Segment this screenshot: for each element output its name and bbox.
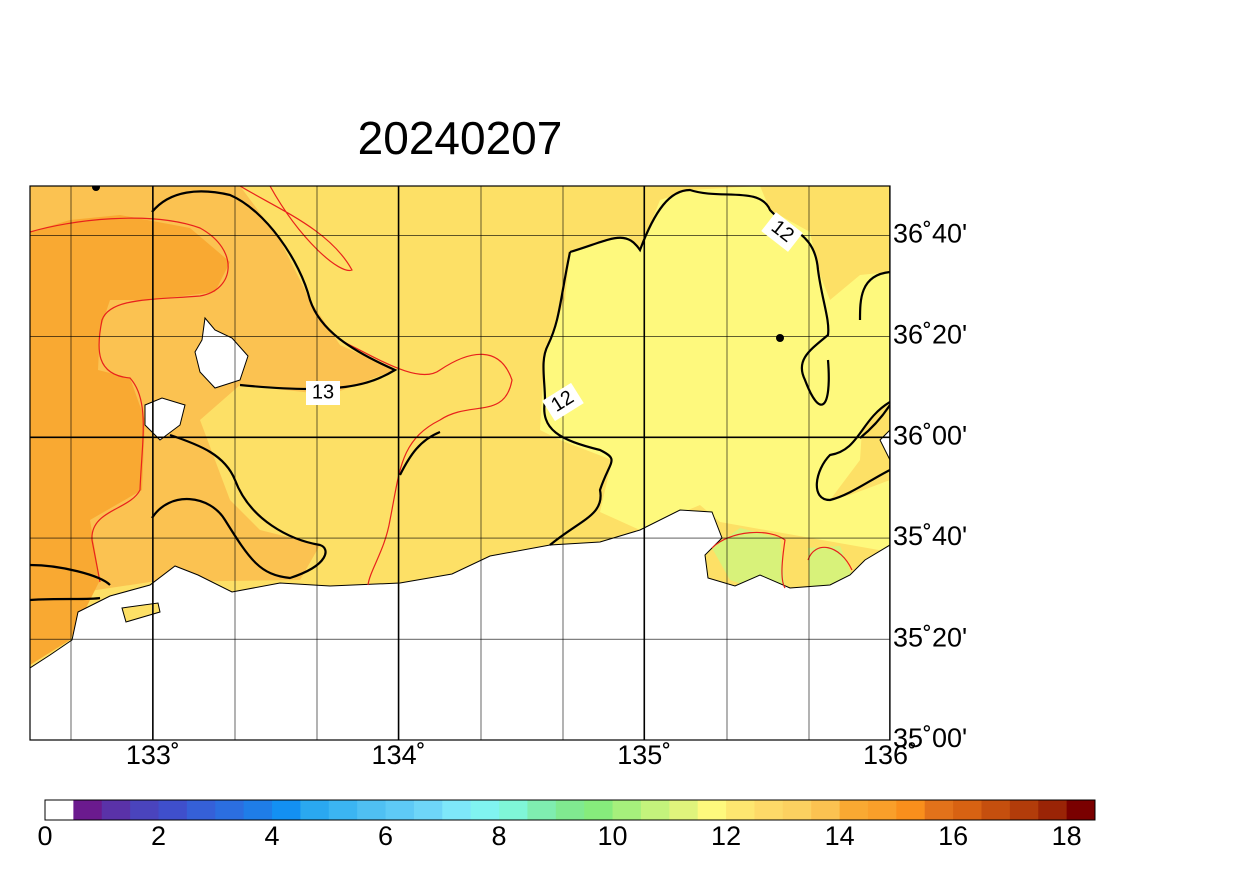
color-swatch [130,800,160,820]
color-swatch [499,800,528,820]
color-swatch [754,800,784,820]
color-swatch [413,800,443,820]
color-swatch [782,800,812,820]
color-swatch [612,800,642,820]
contour-label-text: 13 [312,381,334,403]
color-swatch [924,800,954,820]
color-swatch [300,800,330,820]
color-swatch [1009,800,1039,820]
color-swatch [839,800,869,820]
color-swatch [186,800,216,820]
station [776,334,784,342]
lon-tick-label: 133˚ [126,740,180,770]
colorbar-tick-label: 6 [378,821,393,851]
color-swatch [697,800,727,820]
land [30,509,890,740]
color-swatch [470,800,500,820]
color-swatch [555,800,585,820]
color-swatch [45,800,74,820]
island [121,602,161,623]
color-swatch [158,800,188,820]
color-swatch [669,800,699,820]
island [144,397,186,441]
color-swatch [328,800,358,820]
colorbar: 0 2 4 6 8 10 12 14 16 18 [37,799,1096,851]
colorbar-tick-label: 8 [492,821,507,851]
minor-grid [70,186,810,740]
colorbar-tick-label: 0 [37,821,52,851]
colorbar-tick-label: 2 [151,821,166,851]
lat-tick-label: 35˚20' [893,622,967,652]
colorbar-tick-label: 4 [265,821,280,851]
contour-red [30,186,853,589]
color-swatch [272,800,301,820]
color-swatch [73,800,103,820]
color-swatch [1038,800,1068,820]
colorbar-tick-label: 10 [598,821,628,851]
contour-label: 13 [306,381,340,405]
lon-tick-label: 135˚ [617,740,671,770]
map-frame [29,185,891,741]
colorbar-tick-label: 18 [1052,821,1082,851]
colorbar-tick-label: 16 [938,821,968,851]
label-box [542,382,584,422]
sea-11-5-12 [712,528,785,590]
lat-tick-label: 35˚40' [893,521,967,551]
lat-tick-label: 35˚00' [893,723,967,753]
color-swatch [981,800,1011,820]
color-swatch [896,800,926,820]
color-swatch [101,800,131,820]
color-swatch [1066,800,1096,820]
color-swatch [953,800,982,820]
color-swatch [215,800,245,820]
color-swatch [527,800,557,820]
color-swatch [442,800,472,820]
color-swatch [640,800,670,820]
colorbar-frame [44,799,1096,821]
map [30,186,890,740]
lat-tick-label: 36˚40' [893,218,967,248]
colorbar-tick-label: 14 [825,821,855,851]
colorbar-tick-label: 12 [711,821,741,851]
lat-tick-label: 36˚00' [893,420,967,450]
color-swatch [357,800,387,820]
color-swatch [385,800,415,820]
color-swatch [584,800,614,820]
sea-13-5-14 [30,215,230,665]
color-swatch [243,800,273,820]
title: 20240207 [358,112,563,164]
lon-tick-label: 134˚ [372,740,426,770]
station [92,186,100,191]
sea-12-12-5 [540,186,890,552]
lat-tick-label: 36˚20' [893,320,967,350]
color-swatch [867,800,897,820]
lon-tick-label: 136˚ [863,740,917,770]
color-swatch [811,800,841,820]
color-swatch [726,800,755,820]
label-box [761,212,803,252]
label-box [306,381,340,405]
